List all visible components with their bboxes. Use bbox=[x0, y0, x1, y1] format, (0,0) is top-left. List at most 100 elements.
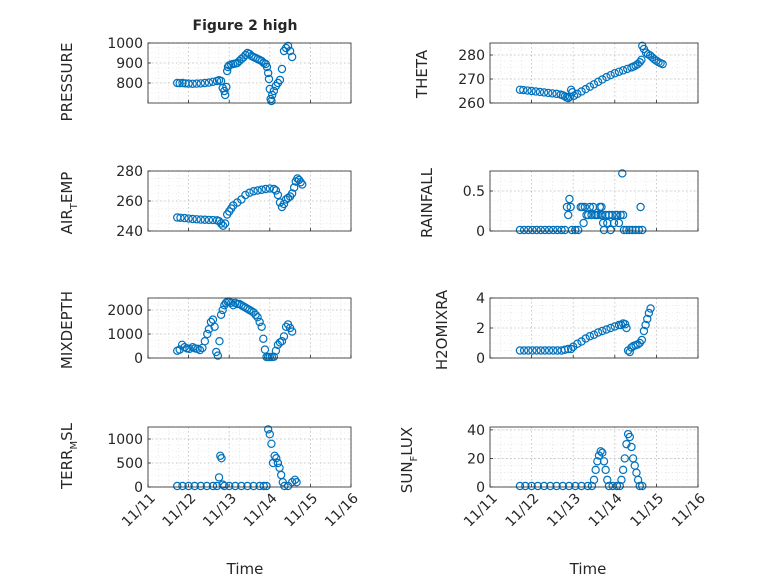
data-point bbox=[567, 225, 577, 235]
data-point bbox=[606, 70, 615, 80]
xtick-label: 11/12 bbox=[503, 491, 543, 531]
data-point bbox=[208, 215, 218, 225]
ytick-label: 40 bbox=[467, 423, 485, 439]
plot-sun_flux: 0 20 40 11/11 11/12 11/13 11/14 11/15 11/16 bbox=[461, 423, 709, 531]
data-point bbox=[280, 481, 289, 491]
data-point bbox=[581, 84, 590, 94]
data-point bbox=[571, 481, 580, 491]
data-point bbox=[220, 481, 229, 491]
data-point bbox=[627, 442, 636, 452]
panel-sun-flux: SUNFLUX bbox=[398, 427, 420, 493]
data-point bbox=[546, 481, 555, 491]
data-point bbox=[616, 210, 625, 220]
data-point bbox=[609, 218, 619, 228]
data-point bbox=[573, 225, 583, 235]
ytick-label: 0 bbox=[476, 224, 485, 240]
data-point bbox=[515, 346, 525, 355]
data-point bbox=[637, 335, 647, 345]
data-point bbox=[192, 79, 201, 88]
data-point bbox=[192, 215, 201, 224]
data-point bbox=[519, 346, 529, 355]
data-point bbox=[255, 317, 264, 327]
axis-box bbox=[489, 297, 699, 359]
data-point bbox=[272, 454, 281, 463]
data-point bbox=[633, 475, 643, 485]
data-point bbox=[287, 327, 297, 336]
data-point bbox=[178, 481, 187, 491]
data-point bbox=[287, 189, 297, 198]
ytick-label: 260 bbox=[458, 96, 485, 112]
data-point bbox=[216, 310, 226, 319]
xtick-label: 11/14 bbox=[241, 490, 281, 530]
data-point bbox=[243, 481, 252, 491]
data-point bbox=[264, 74, 274, 84]
ylabel-rainfall: RAINFALL bbox=[418, 167, 436, 238]
data-point bbox=[523, 86, 532, 95]
data-point bbox=[290, 475, 300, 484]
data-point bbox=[643, 314, 652, 324]
data-point bbox=[265, 184, 274, 193]
data-point bbox=[235, 299, 244, 309]
data-point bbox=[564, 210, 573, 220]
data-point bbox=[263, 68, 273, 78]
panel-terr-msl: TERRMSL bbox=[58, 422, 80, 490]
data-point bbox=[528, 225, 537, 235]
data-point bbox=[176, 213, 185, 222]
data-point bbox=[204, 215, 214, 225]
data-point bbox=[218, 305, 227, 315]
data-point bbox=[214, 473, 224, 482]
data-point bbox=[217, 454, 226, 463]
data-point bbox=[268, 90, 277, 100]
data-point bbox=[533, 481, 543, 491]
data-point bbox=[638, 481, 647, 491]
data-point bbox=[536, 346, 545, 355]
data-point bbox=[253, 313, 262, 322]
figure-title: Figure 2 high bbox=[193, 18, 298, 34]
panel-h2omixra: H2OMIXRA bbox=[433, 289, 451, 370]
data-point bbox=[641, 320, 650, 330]
data-point bbox=[220, 86, 229, 96]
data-point bbox=[566, 344, 576, 354]
data-point bbox=[204, 78, 214, 87]
data-point bbox=[532, 346, 541, 355]
ytick-label: 20 bbox=[467, 451, 485, 467]
data-point bbox=[552, 89, 561, 99]
data-point bbox=[652, 56, 661, 65]
data-point bbox=[202, 481, 212, 491]
data-point bbox=[287, 52, 297, 62]
data-point bbox=[580, 202, 590, 212]
data-point bbox=[625, 225, 634, 235]
data-point bbox=[615, 481, 624, 491]
panel-theta: THETA bbox=[413, 49, 431, 99]
data-point bbox=[519, 85, 528, 95]
data-point bbox=[208, 77, 218, 87]
data-point bbox=[237, 301, 246, 310]
data-point bbox=[633, 340, 642, 349]
ytick-label: 0 bbox=[134, 480, 143, 496]
data-point bbox=[220, 219, 230, 228]
data-point bbox=[241, 190, 250, 200]
data-point bbox=[203, 329, 212, 339]
data-point bbox=[589, 475, 599, 485]
axis-box bbox=[147, 170, 352, 232]
data-point bbox=[566, 202, 575, 212]
data-point bbox=[544, 88, 553, 98]
data-point bbox=[229, 301, 238, 310]
data-point bbox=[275, 338, 285, 347]
data-point bbox=[613, 210, 622, 220]
data-point bbox=[265, 430, 274, 439]
data-point bbox=[634, 225, 644, 235]
data-point bbox=[610, 322, 620, 331]
data-point bbox=[188, 79, 197, 89]
ylabel-sun-flux: SUNFLUX bbox=[398, 427, 420, 493]
xtick-label: 11/16 bbox=[669, 490, 709, 530]
data-point bbox=[532, 225, 541, 235]
data-point bbox=[602, 72, 611, 82]
data-point bbox=[271, 186, 281, 195]
data-point bbox=[573, 339, 582, 348]
plot-area-theta bbox=[490, 43, 698, 103]
data-point bbox=[593, 328, 603, 337]
plot-layer: 800900100026027028024026028000.501000200… bbox=[107, 36, 709, 530]
data-point bbox=[259, 481, 268, 491]
data-point bbox=[298, 180, 307, 189]
